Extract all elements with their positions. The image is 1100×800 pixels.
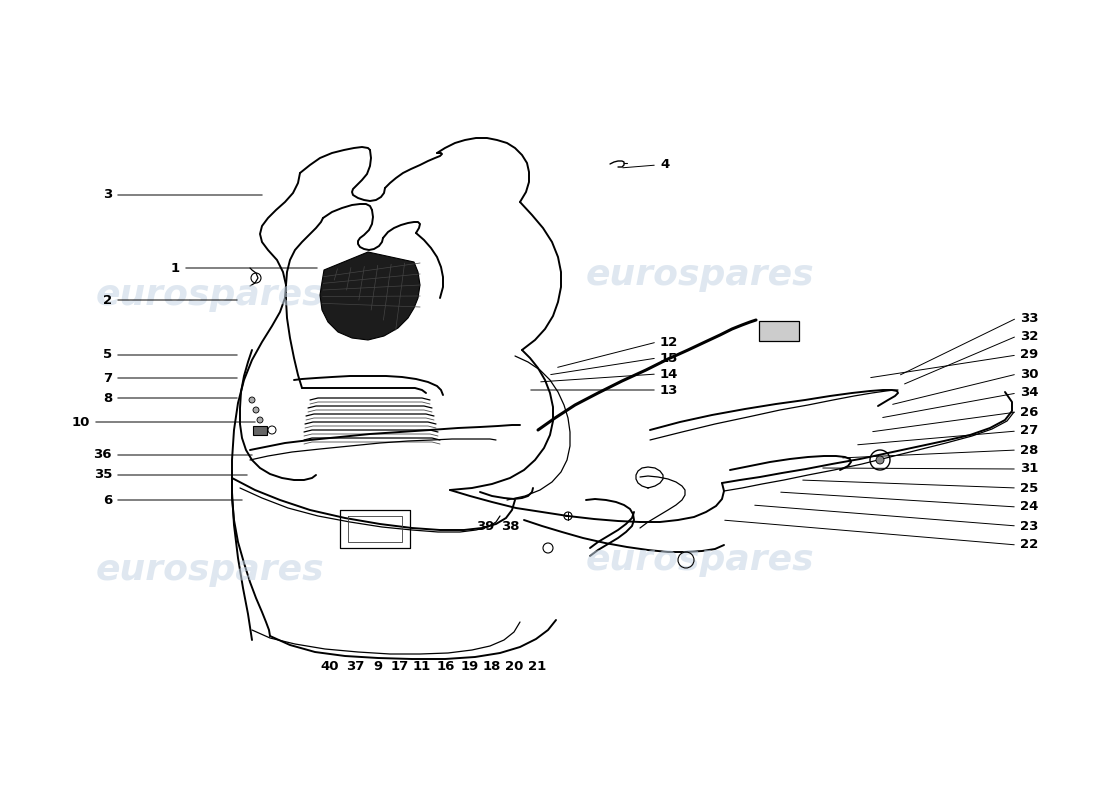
Text: 31: 31 — [1020, 462, 1038, 475]
Text: 32: 32 — [1020, 330, 1038, 342]
Text: 12: 12 — [660, 335, 679, 349]
FancyBboxPatch shape — [759, 321, 799, 341]
Text: 23: 23 — [1020, 519, 1038, 533]
Text: 40: 40 — [321, 660, 339, 673]
Text: 33: 33 — [1020, 311, 1038, 325]
Circle shape — [249, 397, 255, 403]
Text: 7: 7 — [103, 371, 112, 385]
Text: 3: 3 — [102, 189, 112, 202]
Text: 16: 16 — [437, 660, 455, 673]
Text: 39: 39 — [476, 520, 494, 533]
Text: 14: 14 — [660, 367, 679, 381]
Text: 27: 27 — [1020, 425, 1038, 438]
Text: 19: 19 — [461, 660, 480, 673]
Text: 34: 34 — [1020, 386, 1038, 399]
Text: 9: 9 — [373, 660, 383, 673]
Text: 37: 37 — [345, 660, 364, 673]
Text: 25: 25 — [1020, 482, 1038, 494]
Text: 2: 2 — [103, 294, 112, 306]
Text: eurospares: eurospares — [96, 553, 324, 587]
Text: 5: 5 — [103, 349, 112, 362]
Circle shape — [876, 456, 884, 464]
Circle shape — [257, 417, 263, 423]
Text: 38: 38 — [500, 520, 519, 533]
Polygon shape — [320, 252, 420, 340]
Text: 28: 28 — [1020, 443, 1038, 457]
Text: 20: 20 — [505, 660, 524, 673]
Text: 30: 30 — [1020, 367, 1038, 381]
Text: eurospares: eurospares — [585, 258, 814, 292]
Circle shape — [253, 407, 258, 413]
Text: 24: 24 — [1020, 501, 1038, 514]
Bar — [253, 426, 267, 435]
Text: 1: 1 — [170, 262, 180, 274]
Text: 13: 13 — [660, 383, 679, 397]
Text: 36: 36 — [94, 449, 112, 462]
Text: 10: 10 — [72, 415, 90, 429]
Text: 8: 8 — [102, 391, 112, 405]
Text: 26: 26 — [1020, 406, 1038, 418]
Text: 35: 35 — [94, 469, 112, 482]
Text: 4: 4 — [660, 158, 669, 171]
Text: 18: 18 — [483, 660, 502, 673]
Text: eurospares: eurospares — [585, 543, 814, 577]
Text: 17: 17 — [390, 660, 409, 673]
Text: 6: 6 — [102, 494, 112, 506]
Text: 15: 15 — [660, 351, 679, 365]
Text: 29: 29 — [1020, 349, 1038, 362]
Text: eurospares: eurospares — [96, 278, 324, 312]
Text: 21: 21 — [528, 660, 546, 673]
Text: 22: 22 — [1020, 538, 1038, 551]
Text: 11: 11 — [412, 660, 431, 673]
